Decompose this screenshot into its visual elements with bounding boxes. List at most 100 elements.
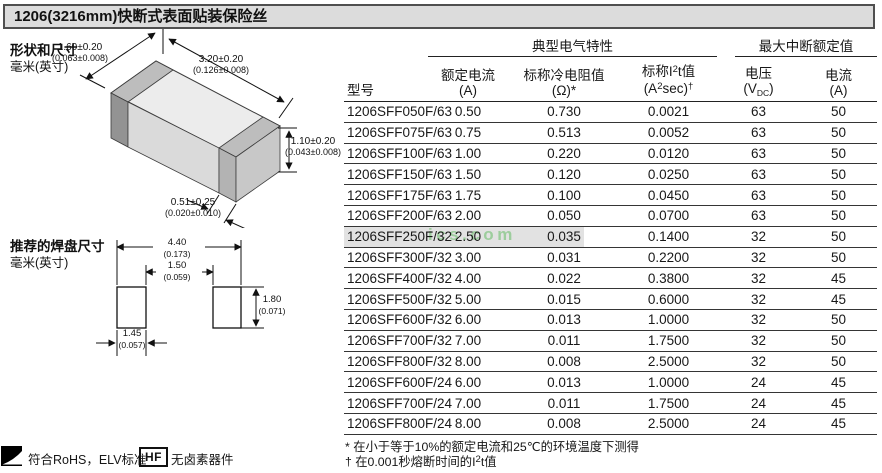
rated-current-cell: 2.00 <box>454 208 482 224</box>
i2t-cell: 1.7500 <box>647 333 690 349</box>
rated-current-cell: 6.00 <box>454 312 482 328</box>
col-current-line1: 额定电流 <box>441 68 495 83</box>
interrupt-current-cell: 50 <box>830 249 847 265</box>
i2t-cell: 0.1400 <box>647 229 690 245</box>
i2t-cell: 0.0700 <box>647 208 690 224</box>
part-number-cell: 1206SFF050F/63 <box>347 104 453 120</box>
dim-label-terminal: 0.51±0.25 (0.020±0.010) <box>158 197 228 219</box>
rated-current-cell: 1.75 <box>454 187 482 203</box>
part-number-cell: 1206SFF700F/32 <box>347 333 453 349</box>
voltage-cell: 32 <box>750 312 767 328</box>
cold-resistance-cell: 0.022 <box>547 270 581 286</box>
voltage-cell: 24 <box>750 416 767 432</box>
cold-resistance-cell: 0.008 <box>547 353 581 369</box>
voltage-cell: 32 <box>750 270 767 286</box>
i2t-cell: 0.0250 <box>647 166 690 182</box>
voltage-cell: 32 <box>750 291 767 307</box>
group-header-electrical: 典型电气特性 <box>428 37 717 57</box>
i2t-cell: 2.5000 <box>647 416 690 432</box>
i2t-cell: 0.2200 <box>647 249 690 265</box>
shape-section-heading: 形状和尺寸 <box>10 43 78 58</box>
cold-resistance-cell: 0.011 <box>547 333 581 349</box>
interrupt-current-cell: 50 <box>830 353 847 369</box>
voltage-cell: 63 <box>750 125 767 141</box>
table-body: 1206SFF050F/63 0.50 0.730 0.0021 63 50 1… <box>344 102 877 435</box>
rated-current-cell: 8.00 <box>454 416 482 432</box>
dim-length-in: (0.126±0.008) <box>193 65 249 75</box>
dim-terminal-mm: 0.51±0.25 <box>170 197 216 208</box>
cold-resistance-cell: 0.013 <box>547 312 581 328</box>
dim-terminal-in: (0.020±0.010) <box>165 208 221 218</box>
dim-height-mm: 1.10±0.20 <box>290 136 336 147</box>
pad-gap-mm: 1.50 <box>167 260 187 271</box>
interrupt-current-cell: 50 <box>830 333 847 349</box>
i2t-cell: 1.0000 <box>647 374 690 390</box>
interrupt-current-cell: 45 <box>830 270 847 286</box>
part-number-cell: 1206SFF150F/63 <box>347 166 453 182</box>
cold-resistance-cell: 0.100 <box>547 187 581 203</box>
pad-width-in: (0.057) <box>118 339 146 350</box>
voltage-cell: 32 <box>750 353 767 369</box>
voltage-cell: 63 <box>750 166 767 182</box>
part-number-cell: 1206SFF250F/32 <box>347 229 453 245</box>
part-number-cell: 1206SFF500F/32 <box>347 291 453 307</box>
interrupt-current-cell: 50 <box>830 125 847 141</box>
rated-current-cell: 2.50 <box>454 229 482 245</box>
interrupt-current-cell: 45 <box>830 395 847 411</box>
col-amps-line2: (A) <box>829 83 848 98</box>
part-number-cell: 1206SFF400F/32 <box>347 270 453 286</box>
i2t-cell: 0.0052 <box>647 125 690 141</box>
right-pad <box>212 286 242 329</box>
table-row: 1206SFF400F/32 4.00 0.022 0.3800 32 45 <box>344 268 877 290</box>
col-header-rated-current: 额定电流 (A) <box>428 57 508 101</box>
parts-table: 典型电气特性 最大中断额定值 型号 额定电流 (A) 标称冷电阻值 (Ω)* 标… <box>344 37 877 435</box>
dim-width-in: (0.063±0.008) <box>52 53 108 63</box>
i2t-cell: 1.7500 <box>647 395 690 411</box>
interrupt-current-cell: 45 <box>830 374 847 390</box>
pad-layout-diagram <box>96 240 264 356</box>
group-header-interrupt: 最大中断额定值 <box>717 37 877 57</box>
interrupt-current-cell: 50 <box>830 187 847 203</box>
cold-resistance-cell: 0.013 <box>547 374 581 390</box>
interrupt-current-cell: 50 <box>830 312 847 328</box>
pad-overall-in: (0.173) <box>163 248 191 259</box>
part-number-cell: 1206SFF800F/24 <box>347 416 453 432</box>
rated-current-cell: 6.00 <box>454 374 482 390</box>
interrupt-current-cell: 50 <box>830 208 847 224</box>
pad-overall-mm: 4.40 <box>167 237 187 248</box>
cold-resistance-cell: 0.008 <box>547 416 581 432</box>
col-part-label: 型号 <box>347 83 374 98</box>
hf-badge: HF <box>139 447 168 467</box>
group-header-interrupt-label: 最大中断额定值 <box>735 37 877 57</box>
table-row: 1206SFF175F/63 1.75 0.100 0.0450 63 50 <box>344 185 877 206</box>
fuse-dimension-diagram <box>79 29 297 228</box>
col-header-i2t: 标称I2t值 (A2sec)† <box>620 57 717 101</box>
footnote-2: † 在0.001秒熔断时间的I2t值 <box>345 454 497 469</box>
part-number-cell: 1206SFF200F/63 <box>347 208 453 224</box>
col-header-voltage: 电压 (VDC) <box>717 57 800 101</box>
col-i2t-line1: 标称I2t值 <box>641 64 696 79</box>
cold-resistance-cell: 0.015 <box>547 291 581 307</box>
voltage-cell: 63 <box>750 187 767 203</box>
cold-resistance-cell: 0.513 <box>547 125 581 141</box>
cold-resistance-cell: 0.031 <box>547 249 581 265</box>
cold-resistance-cell: 0.050 <box>547 208 581 224</box>
col-header-cold-resistance: 标称冷电阻值 (Ω)* <box>508 57 620 101</box>
col-voltage-line2: (VDC) <box>743 81 774 98</box>
rated-current-cell: 1.00 <box>454 145 482 161</box>
cold-resistance-cell: 0.011 <box>547 395 581 411</box>
part-number-cell: 1206SFF800F/32 <box>347 353 453 369</box>
dim-label-length: 3.20±0.20 (0.126±0.008) <box>175 54 267 76</box>
interrupt-current-cell: 50 <box>830 104 847 120</box>
table-row: 1206SFF500F/32 5.00 0.015 0.6000 32 45 <box>344 289 877 310</box>
table-row: 1206SFF600F/24 6.00 0.013 1.0000 24 45 <box>344 372 877 394</box>
voltage-cell: 32 <box>750 333 767 349</box>
pad-dim-label-height: 1.80 (0.071) <box>251 294 293 316</box>
col-voltage-line1: 电压 <box>745 66 772 81</box>
voltage-cell: 63 <box>750 104 767 120</box>
dim-label-height: 1.10±0.20 (0.043±0.008) <box>280 136 346 158</box>
rated-current-cell: 7.00 <box>454 395 482 411</box>
table-row: 1206SFF700F/32 7.00 0.011 1.7500 32 50 <box>344 331 877 352</box>
cold-resistance-cell: 0.035 <box>547 229 581 245</box>
